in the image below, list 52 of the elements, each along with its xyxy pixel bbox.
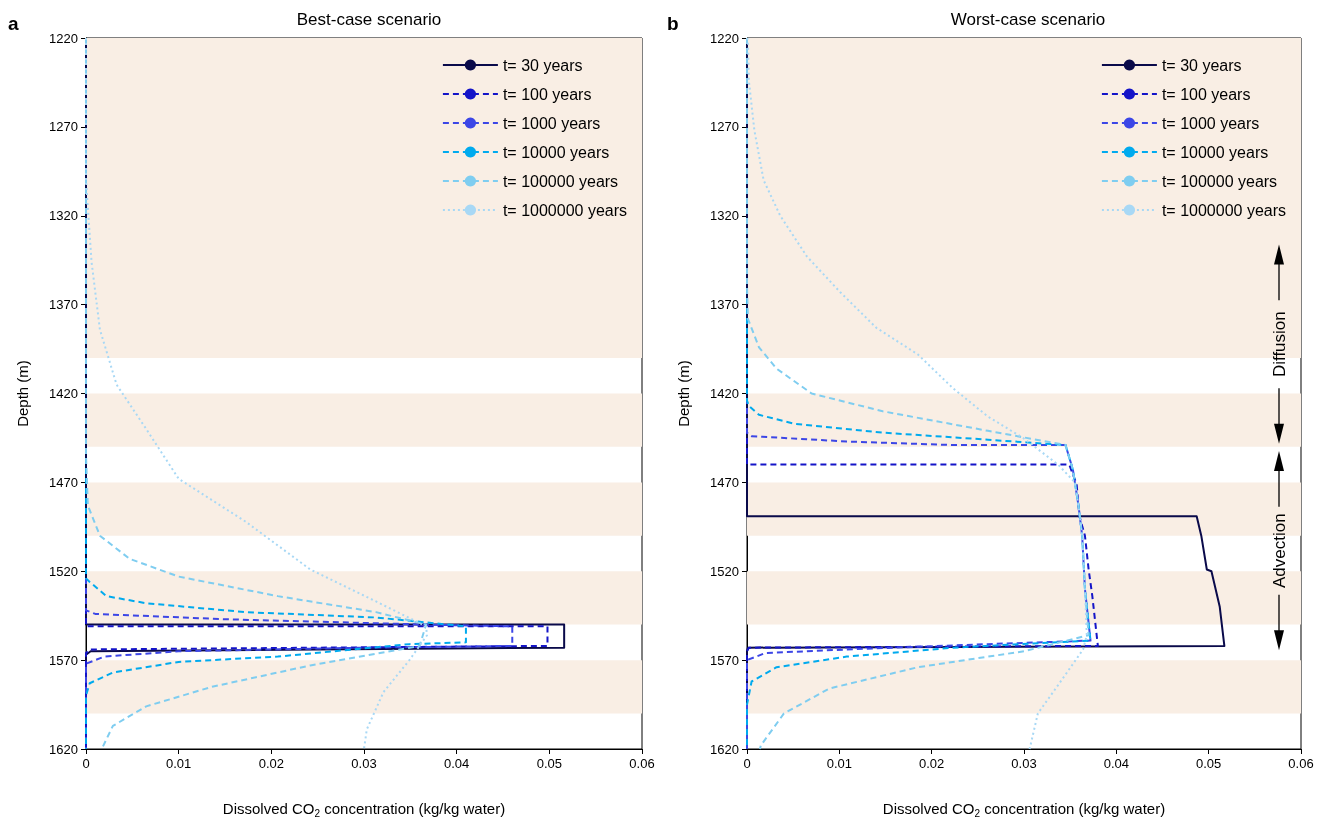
y-tick-label: 1270 [710,119,739,135]
x-tick-label: 0.03 [1011,756,1037,771]
annotation: Advection [1270,513,1289,588]
x-tick-label: 0.01 [166,756,192,771]
y-tick-label: 1270 [49,119,78,135]
chart-title: Worst-case scenario [950,10,1106,29]
text: b [667,13,679,34]
legend-label: t= 30 years [502,56,583,74]
y-tick-label: 1470 [710,474,739,490]
x-tick-label: 0 [743,756,751,771]
x-tick-label: 0.04 [444,756,470,771]
y-tick-label: 1370 [49,297,78,313]
x-tick-label: 0.06 [629,756,655,771]
annotation: Diffusion [1270,311,1289,378]
y-tick-label: 1220 [710,30,739,46]
y-tick-label: 1620 [710,741,739,757]
legend-label: t= 100000 years [1161,172,1278,190]
y-tick-label: 1520 [49,563,78,579]
legend-label: t= 30 years [1161,56,1242,74]
y-tick-label: 1370 [710,297,739,313]
text: a [8,13,19,34]
x-tick-label: 0.03 [351,756,377,771]
x-tick-label: 0.06 [1288,756,1314,771]
legend-label: t= 1000000 years [1161,201,1286,219]
x-tick-label: 0 [82,756,90,771]
x-tick-label: 0.05 [1196,756,1222,771]
x-tick-label: 0.04 [1103,756,1129,771]
legend-label: t= 1000 years [1161,114,1260,132]
y-tick-label: 1570 [710,652,739,668]
y-tick-label: 1570 [49,652,78,668]
x-tick-label: 0.05 [536,756,562,771]
y-tick-label: 1420 [710,386,739,401]
y-tick-label: 1520 [710,563,739,579]
y-tick-label: 1620 [49,741,78,757]
legend-label: t= 1000 years [502,114,601,132]
y-axis-title: Depth (m) [675,360,692,427]
y-axis-title: Depth (m) [14,360,31,427]
y-tick-label: 1320 [49,208,78,224]
x-tick-label: 0.01 [826,756,852,771]
legend-label: t= 10000 years [1161,143,1269,161]
x-tick-label: 0.02 [919,756,945,771]
chart-title: Best-case scenario [296,10,442,29]
legend-label: t= 10000 years [502,143,610,161]
y-tick-label: 1320 [710,208,739,224]
x-tick-label: 0.02 [258,756,284,771]
y-tick-label: 1420 [49,386,78,401]
legend-label: t= 100000 years [502,172,619,190]
legend-label: t= 100 years [502,85,592,103]
legend-label: t= 100 years [1161,85,1251,103]
y-tick-label: 1470 [49,474,78,490]
y-tick-label: 1220 [49,30,78,46]
legend-label: t= 1000000 years [502,201,627,219]
